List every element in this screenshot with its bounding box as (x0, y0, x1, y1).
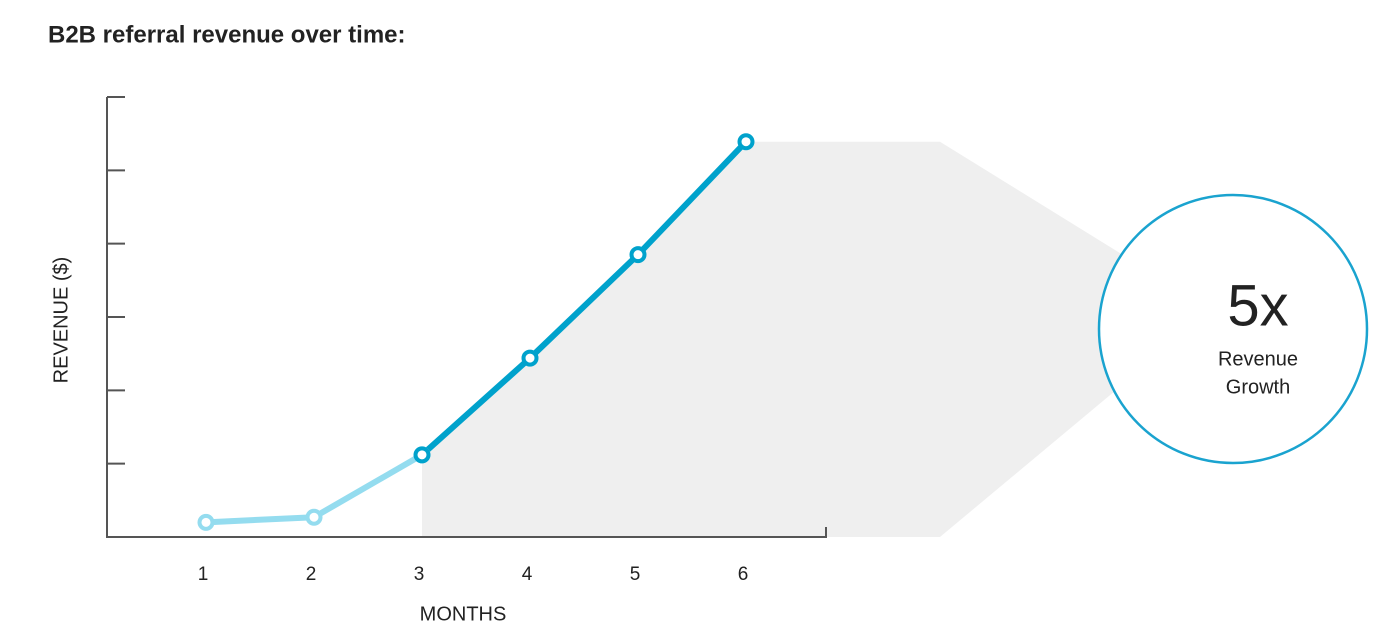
chart-title: B2B referral revenue over time: (48, 21, 406, 48)
callout-text: Growth (1226, 376, 1290, 398)
x-tick-label: 3 (414, 564, 425, 585)
x-axis-label: MONTHS (420, 603, 507, 625)
point (413, 446, 431, 464)
point (737, 133, 755, 151)
y-axis-label: REVENUE ($) (50, 257, 72, 384)
highlight-area (422, 141, 1212, 537)
point (197, 513, 215, 531)
point (629, 246, 647, 264)
callout-text: Revenue (1218, 348, 1298, 370)
point (305, 508, 323, 526)
callout-value: 5x (1227, 273, 1288, 338)
x-tick-label: 5 (630, 564, 641, 585)
callout-circle (1097, 193, 1369, 465)
highlight-area (422, 141, 1212, 537)
x-tick-label: 2 (306, 564, 317, 585)
line (419, 139, 749, 458)
x-tick-label: 1 (198, 564, 209, 585)
x-tick-label: 6 (738, 564, 749, 585)
x-tick-label: 4 (522, 564, 533, 585)
point (521, 349, 539, 367)
